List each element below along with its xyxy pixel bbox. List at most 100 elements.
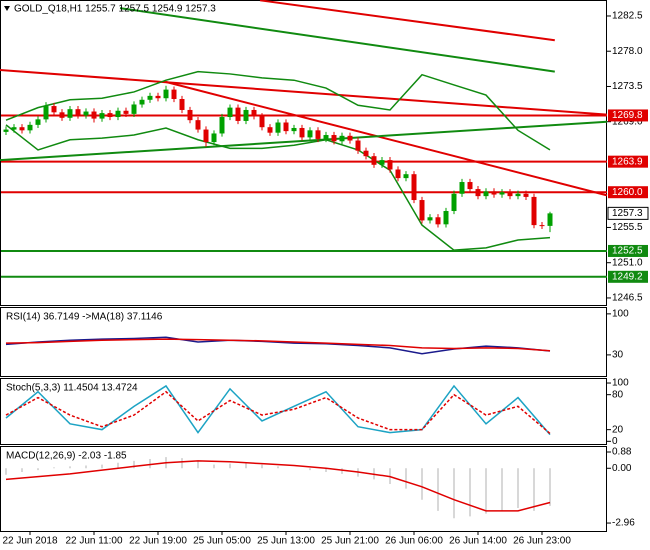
candle-body [443,211,449,225]
y-tick-label: 80 [612,389,624,400]
candle-body [499,192,505,195]
level-label-box [608,155,648,168]
level-label: 1249.2 [612,271,643,282]
y-tick-label: 100 [612,309,629,320]
price-label-box [607,206,649,220]
candle-body [395,169,401,179]
y-tick-label: 30 [612,350,624,361]
level-label-box [608,109,648,122]
candle-body [155,95,161,99]
macd-panel [0,446,607,532]
level-label: 1252.5 [612,246,643,257]
panel-title: GOLD_Q18,H1 1255.7 1257.5 1254.9 1257.3 [14,4,216,15]
candle-body [3,129,9,132]
candle-body [539,225,545,227]
candle-body [11,127,17,130]
candle-body [459,182,465,194]
candle-body [123,110,129,114]
series-line [5,338,551,352]
candle-body [35,119,41,125]
symbol-icon [4,6,10,11]
level-label-box [608,186,648,199]
stoch-panel [0,378,607,445]
x-tick-label: 26 Jun 06:00 [385,536,443,547]
candle-body [219,117,225,134]
candle-body [515,193,521,197]
candle-body [107,113,113,118]
candle-body [411,174,417,201]
candle-body [531,196,537,226]
trend-line [119,7,555,73]
y-tick-label: 0 [612,436,618,447]
x-tick-label: 22 Jun 2018 [2,536,57,547]
candle-body [83,111,89,116]
candle-body [115,110,121,118]
candle-body [483,191,489,197]
trend-line [0,69,608,116]
candle-body [283,122,289,132]
candle-body [403,174,409,179]
x-tick-label: 22 Jun 19:00 [129,536,187,547]
candle-body [267,127,273,133]
x-tick-label: 26 Jun 14:00 [449,536,507,547]
candle-body [171,89,177,100]
candle-body [67,109,73,118]
y-tick-label: 1251.0 [612,257,643,268]
candle-body [27,124,33,131]
series-line [5,390,551,435]
candle-body [91,111,97,119]
y-tick-label: 1273.5 [612,81,643,92]
level-label-box [608,244,648,257]
candle-body [371,156,377,165]
candle-body [19,127,25,131]
candle-body [323,135,329,139]
candle-body [211,133,217,143]
candle-body [315,130,321,139]
candle-body [299,127,305,138]
candle-body [427,217,433,221]
candle-body [179,99,185,110]
panel-title: MACD(12,26,9) -2.03 -1.85 [6,451,127,462]
candle-body [275,122,281,133]
candle-body [491,191,497,195]
series-line [5,460,551,512]
candle-body [75,109,81,116]
candle-body [419,200,425,221]
x-tick-label: 22 Jun 11:00 [65,536,123,547]
candle-body [203,129,209,143]
candle-body [451,193,457,212]
candle-body [147,95,153,100]
candle-body [187,109,193,121]
y-tick-label: 1278.0 [612,46,643,57]
y-tick-label: 0.00 [612,463,632,474]
y-tick-label: -2.96 [612,518,635,529]
candle-body [475,189,481,197]
candle-body [355,140,361,151]
candle-body [251,109,257,117]
panel-title: RSI(14) 36.7149 ->MA(18) 37.1146 [6,312,163,323]
trend-line [259,0,555,42]
y-tick-label: 1246.5 [612,293,643,304]
candle-body [227,107,233,118]
price-label: 1257.3 [612,208,643,219]
x-tick-label: 25 Jun 13:00 [257,536,315,547]
candle-body [387,160,393,170]
candle-body [291,127,297,132]
trend-line [0,120,608,162]
candle-body [59,112,65,118]
candle-body [43,106,49,120]
candle-body [307,130,313,138]
x-tick-label: 25 Jun 21:00 [321,536,379,547]
series-line [5,124,551,251]
candle-body [379,160,385,165]
series-line [5,70,551,151]
level-label: 1263.9 [612,156,643,167]
candle-body [163,89,169,99]
y-tick-label: 0.88 [612,447,632,458]
candle-body [99,113,105,119]
candle-body [259,116,265,128]
candle-body [363,150,369,157]
level-label: 1269.8 [612,110,643,121]
panel-title: Stoch(5,3,3) 11.4504 13.4724 [6,383,138,394]
candle-body [467,182,473,190]
